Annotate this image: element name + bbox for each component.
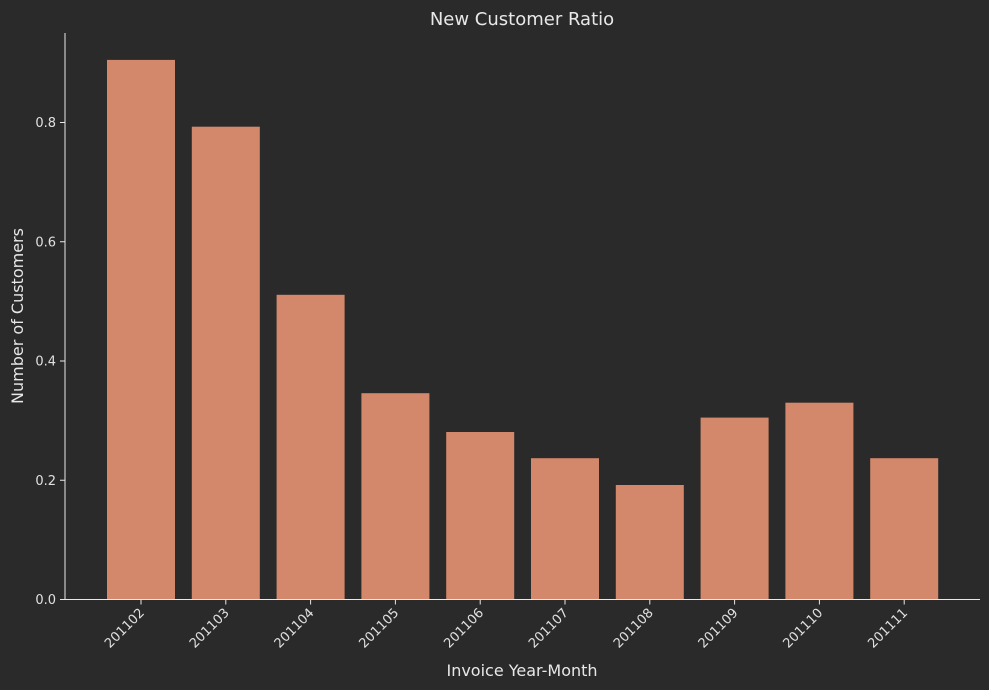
bar-201109 xyxy=(700,417,769,600)
x-tick-label: 201102 xyxy=(102,606,148,652)
x-axis-ticks: 201102 201103 201104 201105 201106 201107 2011… xyxy=(102,599,911,652)
x-tick-label: 201104 xyxy=(272,606,318,652)
bars-group xyxy=(107,59,939,600)
y-tick-label: 0.0 xyxy=(35,593,56,608)
x-tick-label: 201106 xyxy=(441,606,487,652)
y-tick-label: 0.4 xyxy=(35,355,56,370)
x-tick-label: 201109 xyxy=(696,606,742,652)
x-tick-label: 201107 xyxy=(526,606,572,652)
x-tick-label: 201111 xyxy=(865,606,911,652)
bar-201106 xyxy=(446,432,515,600)
bar-201105 xyxy=(361,393,430,600)
y-tick-label: 0.8 xyxy=(35,116,56,131)
bar-201108 xyxy=(615,485,684,600)
y-axis-label: Number of Customers xyxy=(8,228,27,404)
y-axis-ticks: 0.0 0.2 0.4 0.6 0.8 xyxy=(35,116,65,608)
x-tick-label: 201105 xyxy=(357,606,403,652)
x-tick-label: 201108 xyxy=(611,606,657,652)
x-tick-label: 201103 xyxy=(187,606,233,652)
bar-201103 xyxy=(191,126,260,600)
bar-201102 xyxy=(107,59,175,600)
bar-201107 xyxy=(531,458,599,600)
x-axis-label: Invoice Year-Month xyxy=(446,661,597,680)
x-tick-label: 201110 xyxy=(781,606,827,652)
bar-201111 xyxy=(870,458,939,600)
bar-201104 xyxy=(276,294,345,600)
bar-201110 xyxy=(785,402,854,600)
y-tick-label: 0.2 xyxy=(35,474,56,489)
chart-title: New Customer Ratio xyxy=(430,9,614,30)
y-tick-label: 0.6 xyxy=(35,235,56,250)
